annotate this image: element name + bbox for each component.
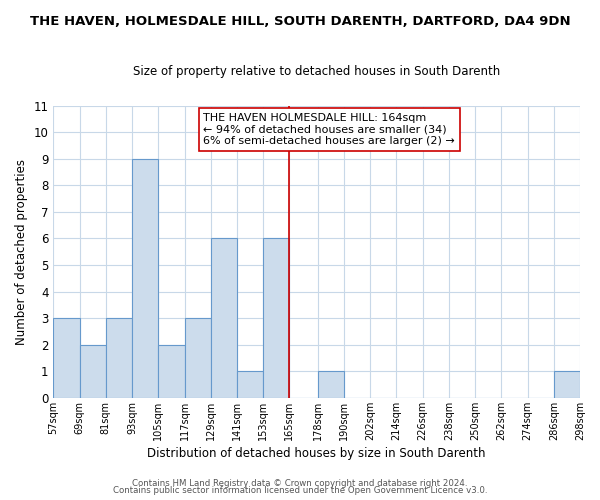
Bar xyxy=(158,344,185,398)
Bar xyxy=(263,238,289,398)
Bar xyxy=(211,238,237,398)
Title: Size of property relative to detached houses in South Darenth: Size of property relative to detached ho… xyxy=(133,65,500,78)
Y-axis label: Number of detached properties: Number of detached properties xyxy=(15,158,28,344)
Bar xyxy=(106,318,132,398)
Bar xyxy=(318,372,344,398)
Bar xyxy=(237,372,263,398)
Bar xyxy=(53,318,80,398)
Text: THE HAVEN HOLMESDALE HILL: 164sqm
← 94% of detached houses are smaller (34)
6% o: THE HAVEN HOLMESDALE HILL: 164sqm ← 94% … xyxy=(203,113,455,146)
Text: Contains public sector information licensed under the Open Government Licence v3: Contains public sector information licen… xyxy=(113,486,487,495)
Bar xyxy=(80,344,106,398)
Bar xyxy=(132,158,158,398)
Bar xyxy=(185,318,211,398)
Text: Contains HM Land Registry data © Crown copyright and database right 2024.: Contains HM Land Registry data © Crown c… xyxy=(132,478,468,488)
Bar xyxy=(554,372,580,398)
Text: THE HAVEN, HOLMESDALE HILL, SOUTH DARENTH, DARTFORD, DA4 9DN: THE HAVEN, HOLMESDALE HILL, SOUTH DARENT… xyxy=(29,15,571,28)
X-axis label: Distribution of detached houses by size in South Darenth: Distribution of detached houses by size … xyxy=(148,447,486,460)
